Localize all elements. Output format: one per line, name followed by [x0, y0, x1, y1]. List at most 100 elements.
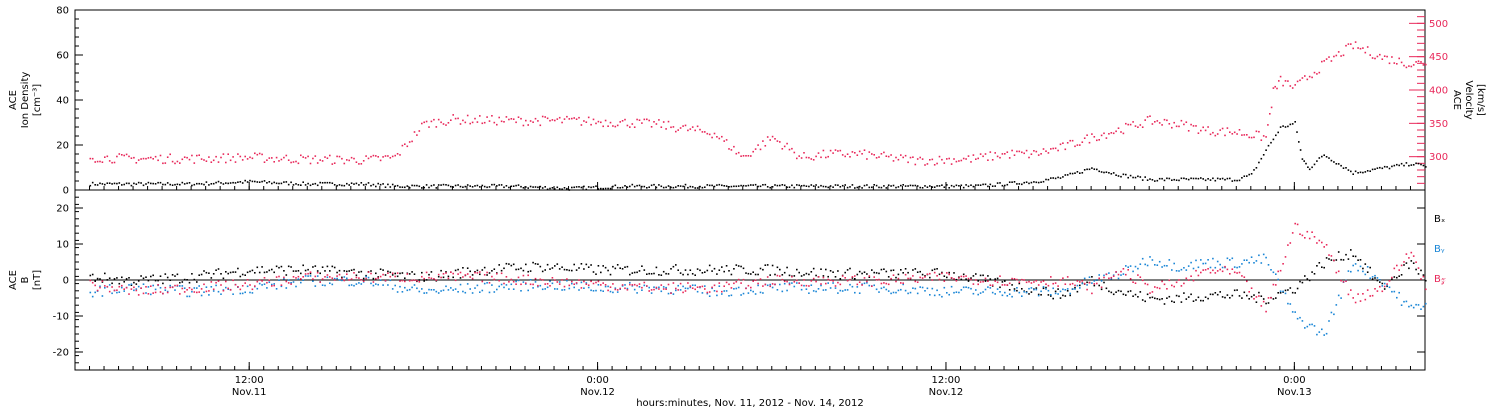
bz-point — [193, 291, 196, 293]
by-point — [1202, 262, 1204, 265]
bz-point — [1021, 278, 1023, 281]
by-point — [483, 282, 486, 285]
velocity-point — [745, 155, 747, 157]
bx-point — [716, 273, 718, 275]
velocity-point — [1040, 153, 1042, 155]
density-point — [967, 185, 970, 188]
bz-point — [295, 277, 297, 279]
bz-point — [866, 280, 868, 283]
velocity-point — [1200, 129, 1202, 132]
bottom-ylabel-line1: ACE — [8, 270, 19, 290]
by-point — [919, 286, 921, 288]
velocity-point — [967, 155, 970, 157]
density-point — [258, 181, 261, 183]
by-point — [979, 292, 982, 294]
density-point — [812, 185, 815, 187]
bx-point — [1212, 293, 1214, 296]
bx-point — [762, 268, 764, 271]
by-point — [902, 283, 904, 286]
by-point — [1425, 302, 1427, 305]
velocity-point — [445, 124, 447, 126]
velocity-point — [1037, 154, 1040, 156]
bx-point — [725, 265, 728, 267]
bx-point — [1207, 297, 1209, 300]
bz-point — [159, 291, 162, 293]
velocity-point — [1255, 130, 1258, 133]
bz-point — [587, 284, 590, 286]
density-point — [1088, 168, 1091, 171]
bx-point — [1144, 300, 1146, 303]
bx-point — [1103, 281, 1105, 284]
density-point — [1187, 178, 1190, 181]
velocity-point — [1054, 147, 1057, 150]
top-panel-frame — [74, 9, 1426, 191]
bx-point — [1192, 300, 1195, 302]
bx-point — [638, 270, 641, 272]
bx-point — [338, 269, 341, 272]
density-point — [1265, 149, 1267, 151]
velocity-point — [1086, 134, 1088, 136]
top-right-ylabel-line1: ACE — [1451, 90, 1462, 110]
bz-point — [212, 288, 215, 291]
by-point — [737, 286, 740, 289]
bx-point — [604, 266, 607, 269]
bx-point — [970, 277, 972, 279]
bx-point — [135, 283, 138, 285]
by-point — [377, 283, 379, 286]
density-point — [1151, 179, 1154, 181]
density-point — [133, 182, 135, 185]
density-point — [292, 184, 295, 186]
density-point — [829, 185, 832, 187]
velocity-point — [154, 155, 157, 158]
velocity-point — [1345, 44, 1347, 47]
bx-point — [447, 275, 450, 278]
velocity-point — [631, 123, 634, 125]
bx-point — [662, 270, 665, 273]
bz-point — [263, 277, 266, 279]
bx-point — [856, 273, 859, 276]
bz-point — [817, 276, 820, 278]
density-point — [1059, 177, 1062, 179]
by-point — [326, 276, 329, 279]
velocity-point — [365, 155, 367, 157]
density-point — [1047, 178, 1050, 181]
density-point — [208, 184, 210, 186]
bz-point — [1151, 291, 1154, 293]
density-point — [1178, 179, 1180, 182]
bz-point — [440, 276, 442, 279]
bz-point — [450, 271, 452, 273]
velocity-point — [1403, 64, 1405, 67]
bz-point — [863, 277, 866, 279]
by-point — [563, 289, 566, 291]
velocity-point — [391, 155, 394, 158]
density-point — [193, 183, 196, 186]
density-point — [841, 184, 844, 187]
by-point — [1229, 259, 1231, 261]
density-point — [437, 184, 440, 186]
bx-point — [370, 270, 372, 272]
density-point — [1052, 177, 1054, 179]
bx-point — [781, 274, 784, 276]
density-point — [408, 187, 411, 189]
density-point — [805, 185, 808, 187]
bx-point — [696, 268, 699, 270]
bz-point — [1342, 281, 1345, 283]
density-point — [1219, 178, 1221, 180]
bx-point — [1359, 259, 1362, 261]
density-point — [1108, 172, 1110, 174]
bx-point — [883, 268, 885, 270]
bz-point — [285, 280, 288, 283]
density-point — [404, 186, 406, 189]
by-point — [924, 290, 926, 292]
velocity-point — [658, 119, 660, 121]
density-point — [278, 182, 280, 185]
density-point — [1303, 160, 1305, 162]
velocity-point — [316, 162, 319, 164]
bz-point — [837, 281, 839, 284]
density-point — [868, 186, 871, 189]
bz-point — [929, 272, 931, 275]
by-point — [1062, 288, 1064, 291]
velocity-point — [708, 133, 711, 136]
by-point — [292, 281, 295, 283]
bz-point — [1030, 282, 1033, 284]
